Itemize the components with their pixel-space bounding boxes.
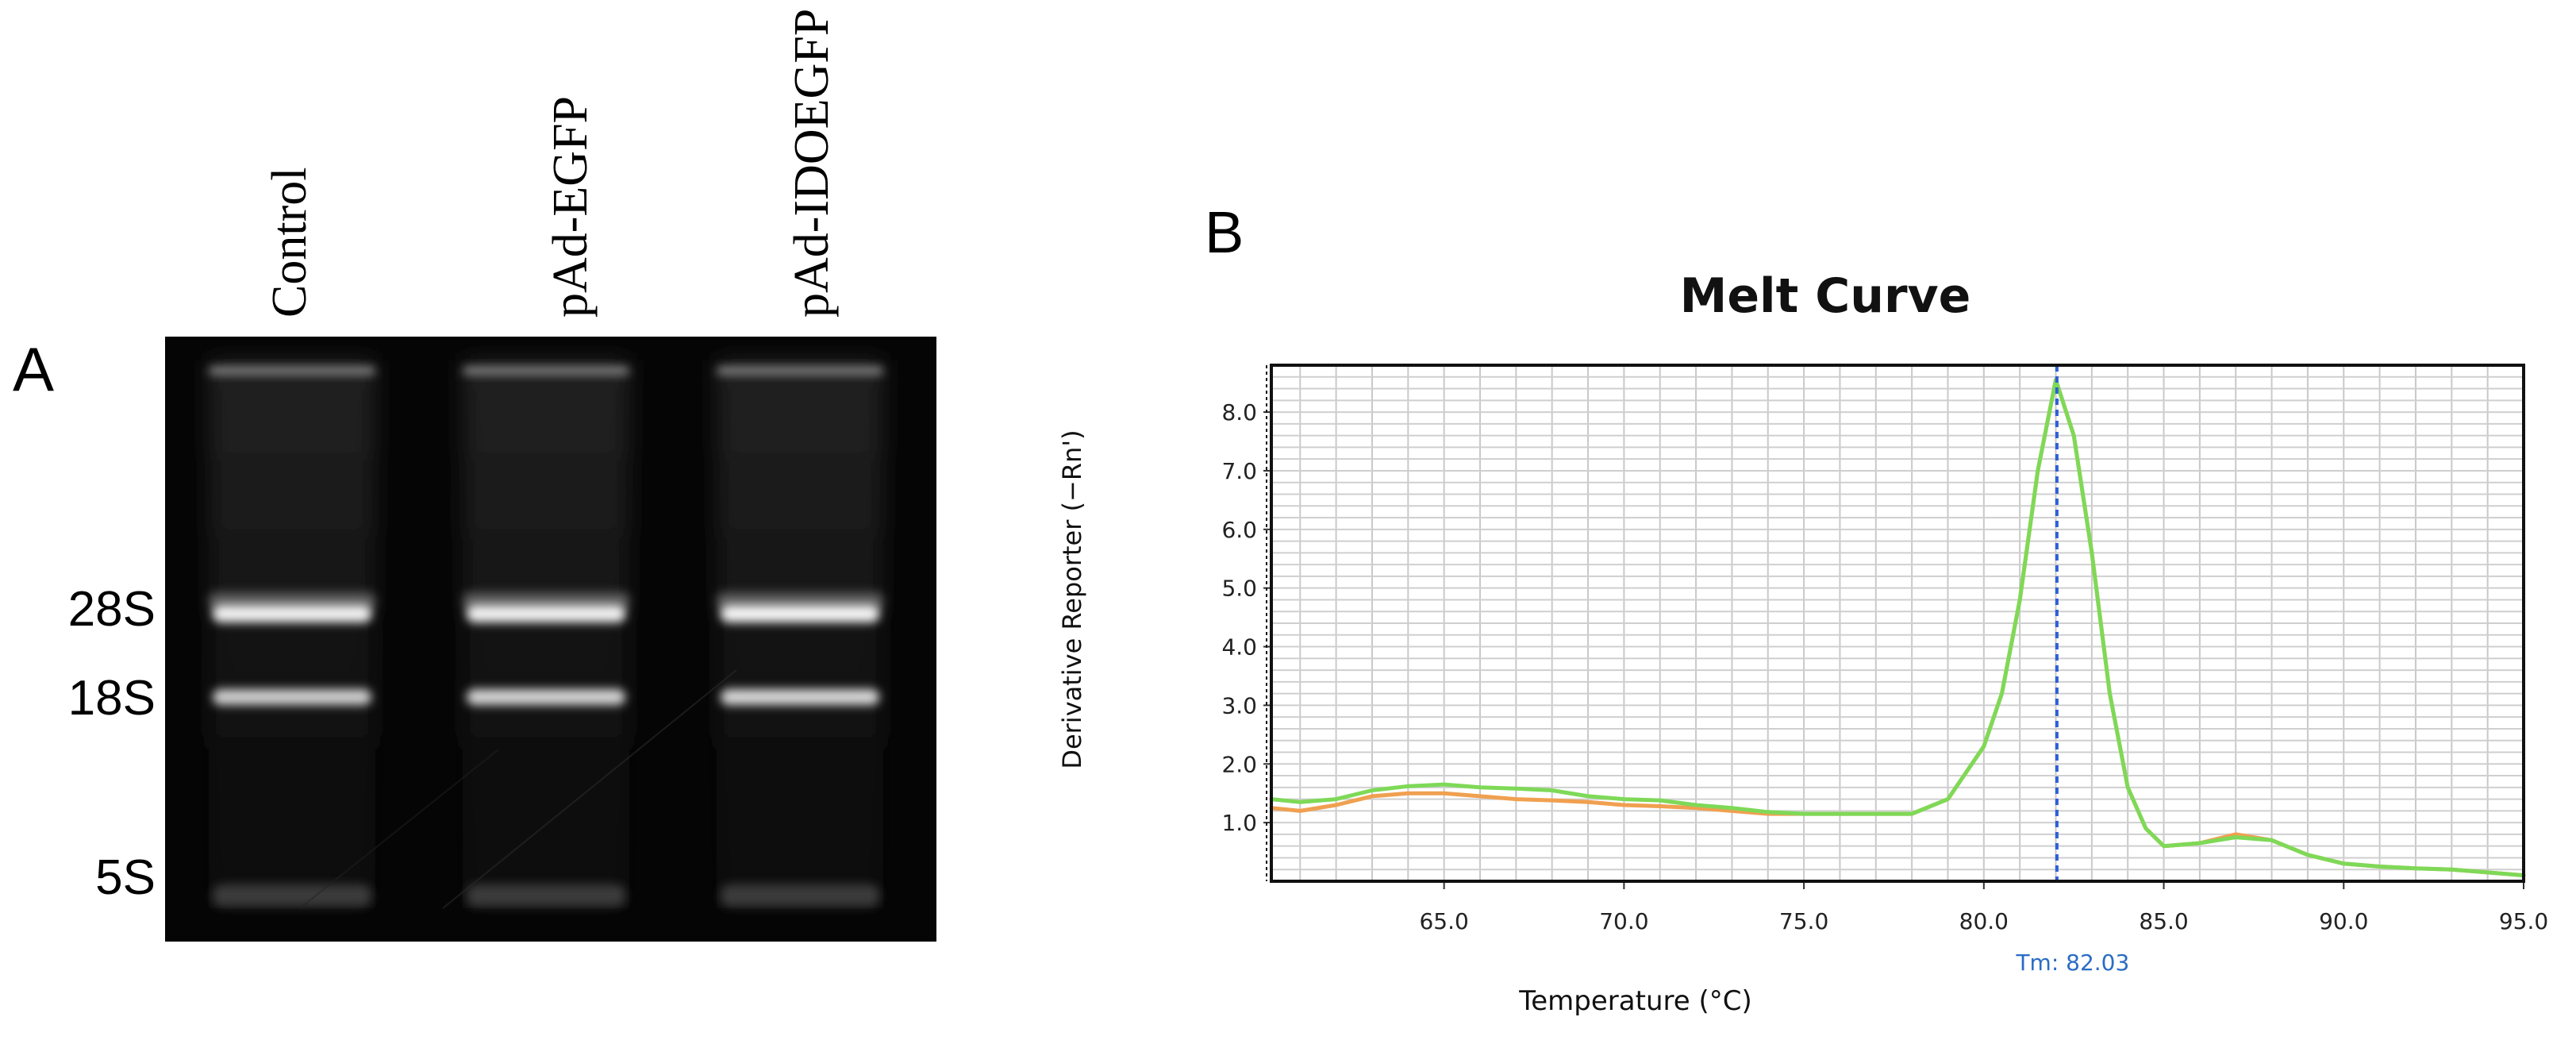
series-line-2: [1269, 378, 2526, 878]
x-axis-label: Temperature (°C): [1518, 985, 1751, 1017]
panel-b-letter: B: [1205, 199, 1244, 265]
plot-frame: [1270, 364, 2525, 883]
band-label-28s: 28S: [67, 582, 156, 637]
band-label-18s: 18S: [67, 671, 156, 726]
x-tick-label: 95.0: [2499, 908, 2548, 934]
x-tick-label: 70.0: [1599, 908, 1648, 934]
x-tick-label: 65.0: [1419, 908, 1468, 934]
y-tick-label: 5.0: [1221, 576, 1257, 602]
band-label-5s: 5S: [95, 850, 156, 905]
y-tick-label: 3.0: [1221, 692, 1257, 718]
chart-title: Melt Curve: [1679, 268, 1971, 324]
x-tick-label: 80.0: [1959, 908, 2009, 934]
x-tick-label: 75.0: [1779, 908, 1828, 934]
melt-curve-chart: 1.0 2.0 3.0 4.0 5.0 6.0 7.0 8.0 65.0 70.0 75.0 80.0…: [1057, 364, 2548, 1017]
gel-lane-pad-idoegfp: [717, 360, 883, 908]
gel-bands-graphic: [209, 360, 883, 909]
y-tick-label: 6.0: [1221, 517, 1257, 543]
tm-marker-label: Tm: 82.03: [2015, 950, 2129, 976]
lane-label-control: Control: [263, 167, 317, 318]
lane-label-pad-idoegfp: pAd-IDOEGFP: [785, 8, 839, 318]
x-tick-label: 85.0: [2139, 908, 2188, 934]
y-tick-label: 7.0: [1221, 458, 1257, 484]
gel-lane-control: [209, 360, 375, 908]
y-tick-label: 1.0: [1221, 810, 1257, 836]
gel-image: [165, 337, 936, 942]
y-tick-label: 2.0: [1221, 751, 1257, 777]
lane-label-pad-egfp: pAd-EGFP: [544, 95, 598, 318]
y-tick-label: 8.0: [1221, 399, 1257, 426]
panel-a-letter: A: [13, 334, 55, 404]
y-tick-label: 4.0: [1221, 634, 1257, 661]
gel-lane-pad-egfp: [463, 360, 629, 908]
x-tick-label: 90.0: [2319, 908, 2368, 934]
y-axis-label: Derivative Reporter (−Rn'): [1057, 430, 1087, 769]
